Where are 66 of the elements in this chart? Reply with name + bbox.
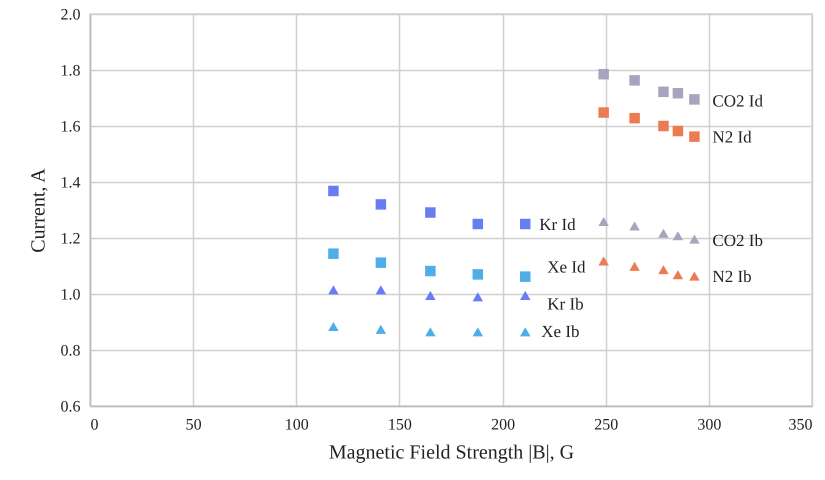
point xyxy=(425,290,436,300)
point xyxy=(658,86,669,98)
x-axis-title: Magnetic Field Strength |B|, G xyxy=(328,442,574,464)
y-tick-label: 1.6 xyxy=(60,118,80,136)
y-tick-label: 1.0 xyxy=(60,286,80,304)
point xyxy=(658,265,669,274)
x-tick-label: 250 xyxy=(594,416,618,434)
x-tick-label: 200 xyxy=(491,416,516,434)
series-label: N2 Ib xyxy=(712,267,752,286)
x-tick-label: 0 xyxy=(90,416,98,434)
point xyxy=(328,248,339,259)
point xyxy=(472,218,484,230)
point xyxy=(520,218,531,230)
y-tick-label: 2.0 xyxy=(60,6,80,24)
x-tick-label: 50 xyxy=(186,416,202,434)
point xyxy=(629,262,640,271)
point xyxy=(629,75,640,86)
series-label: Kr Id xyxy=(539,215,576,234)
series-label: N2 Id xyxy=(712,128,752,147)
point xyxy=(328,322,339,332)
x-tick-label: 100 xyxy=(284,416,309,434)
point xyxy=(629,112,640,124)
point xyxy=(598,68,609,80)
y-tick-label: 1.2 xyxy=(60,230,80,248)
point xyxy=(425,327,436,336)
point xyxy=(472,269,484,280)
point xyxy=(689,94,700,105)
y-tick-label: 1.4 xyxy=(60,174,80,192)
y-tick-label: 0.6 xyxy=(60,398,80,416)
y-tick-label: 1.8 xyxy=(60,62,80,80)
point xyxy=(629,221,640,230)
series-label: Xe Id xyxy=(547,258,586,277)
point xyxy=(520,271,531,282)
x-tick-label: 150 xyxy=(388,416,412,434)
point xyxy=(672,126,684,136)
point xyxy=(520,290,531,300)
point xyxy=(658,228,669,238)
point xyxy=(328,285,339,294)
point xyxy=(376,285,386,294)
point xyxy=(658,120,669,132)
point xyxy=(472,292,484,302)
point xyxy=(689,272,700,281)
series-label: Xe Ib xyxy=(541,322,580,341)
point xyxy=(598,256,609,266)
point xyxy=(598,107,609,118)
point xyxy=(376,199,386,210)
series-label: Kr Ib xyxy=(547,294,584,314)
x-tick-label: 300 xyxy=(697,416,722,434)
x-tick-label: 350 xyxy=(788,416,812,434)
point xyxy=(520,327,531,336)
point xyxy=(425,207,436,218)
point xyxy=(672,88,684,98)
point xyxy=(472,327,484,336)
series-label: CO2 Ib xyxy=(712,231,763,250)
point xyxy=(328,186,339,196)
y-tick-label: 0.8 xyxy=(60,342,80,360)
y-axis-title: Current, A xyxy=(28,168,50,253)
point xyxy=(376,257,386,268)
point xyxy=(598,216,609,226)
point xyxy=(689,131,700,142)
point xyxy=(425,266,436,276)
point xyxy=(689,234,700,244)
point xyxy=(672,231,684,240)
series-label: CO2 Id xyxy=(712,91,764,110)
point xyxy=(672,270,684,280)
point xyxy=(376,324,386,334)
